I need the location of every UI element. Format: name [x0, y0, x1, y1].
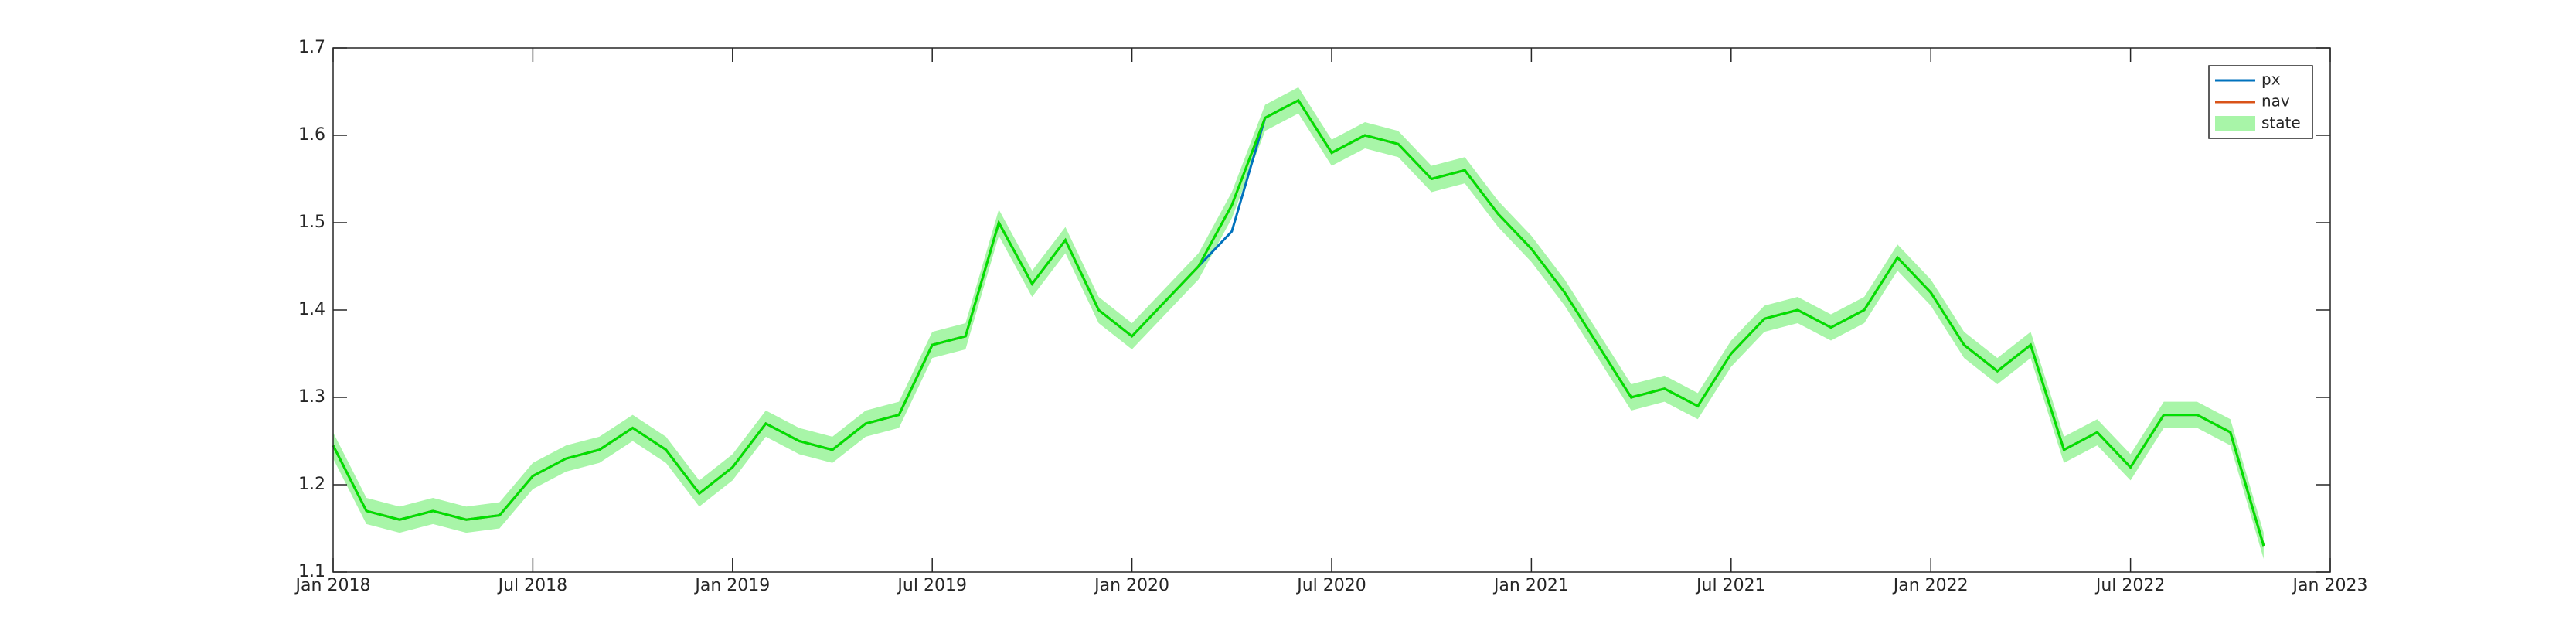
- y-tick-label: 1.6: [298, 125, 325, 145]
- y-tick-label: 1.4: [298, 300, 325, 319]
- x-tick-label: Jan 2019: [693, 576, 770, 595]
- y-tick-label: 1.3: [298, 387, 325, 407]
- y-tick-label: 1.5: [298, 213, 325, 232]
- x-tick-label: Jul 2020: [1295, 576, 1366, 595]
- x-tick-label: Jul 2022: [2094, 576, 2166, 595]
- x-tick-label: Jan 2022: [1892, 576, 1969, 595]
- x-tick-label: Jan 2021: [1492, 576, 1569, 595]
- y-tick-label: 1.1: [298, 562, 325, 581]
- series-line: [332, 98, 2265, 547]
- x-tick-label: Jan 2018: [294, 576, 371, 595]
- plot-area: [333, 48, 2330, 572]
- legend-label: state: [2261, 114, 2301, 132]
- x-tick-label: Jan 2020: [1093, 576, 1169, 595]
- y-tick-label: 1.7: [298, 38, 325, 57]
- legend-swatch: [2215, 116, 2255, 131]
- state-band: [333, 87, 2264, 560]
- y-tick-label: 1.2: [298, 475, 325, 494]
- x-tick-label: Jan 2023: [2292, 576, 2368, 595]
- x-tick-label: Jul 2021: [1695, 576, 1766, 595]
- legend-label: px: [2261, 70, 2281, 89]
- x-tick-label: Jul 2018: [497, 576, 568, 595]
- x-tick-label: Jul 2019: [896, 576, 967, 595]
- legend-label: nav: [2261, 92, 2290, 111]
